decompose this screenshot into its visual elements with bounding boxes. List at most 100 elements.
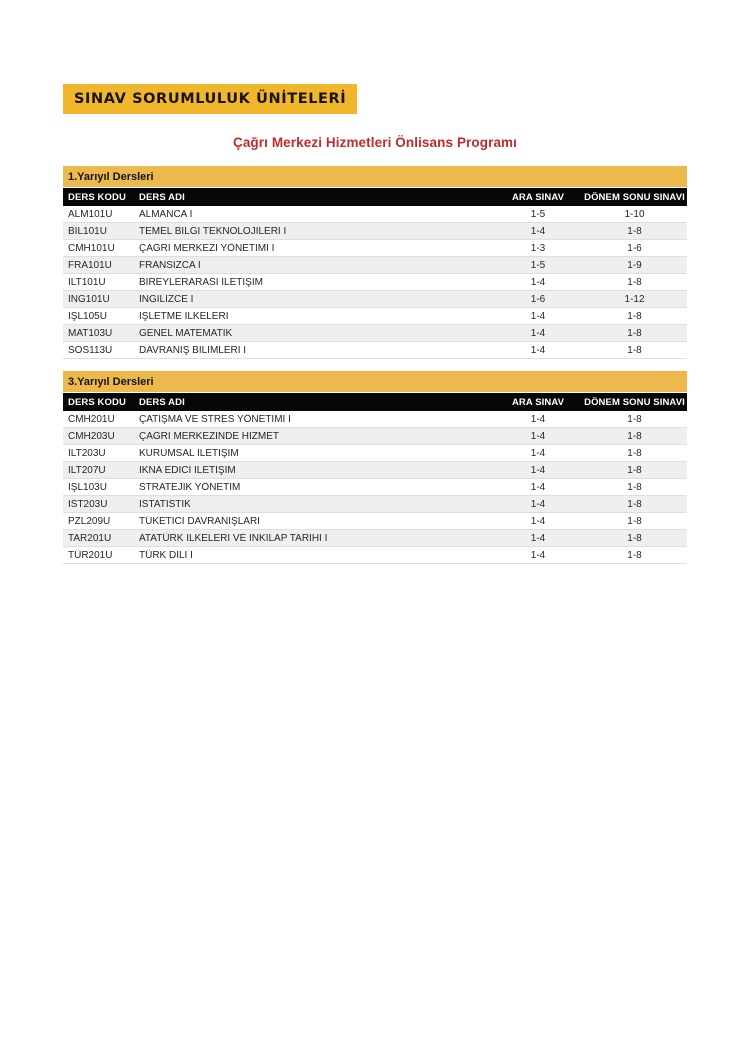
table-row: İNG101U İNGİLİZCE I 1-6 1-12 (63, 291, 687, 308)
final-units-cell: 1-10 (624, 208, 645, 220)
course-name-cell: TEMEL BİLGİ TEKNOLOJİLERİ I (139, 225, 287, 237)
table-row: ALM101U ALMANCA I 1-5 1-10 (63, 206, 687, 223)
course-code-cell: SOS113U (68, 344, 113, 356)
table-row: İŞL103U STRATEJİK YÖNETİM 1-4 1-8 (63, 479, 687, 496)
midterm-units-cell: 1-4 (530, 430, 546, 442)
course-name-cell: FRANSIZCA I (139, 259, 201, 271)
column-header-row: DERS KODU DERS ADI ARA SINAV DÖNEM SONU … (63, 393, 687, 411)
course-code-cell: İŞL103U (68, 481, 107, 493)
section-header-semester-1: 1.Yarıyıl Dersleri (63, 166, 687, 188)
course-name-cell: ÇATIŞMA VE STRES YÖNETİMİ I (139, 413, 291, 425)
midterm-units-cell: 1-4 (530, 481, 546, 493)
column-header-course-name: DERS ADI (139, 191, 185, 203)
final-units-cell: 1-6 (627, 242, 642, 254)
final-units-cell: 1-9 (627, 259, 642, 271)
final-units-cell: 1-8 (627, 430, 642, 442)
course-code-cell: İŞL105U (68, 310, 107, 322)
final-units-cell: 1-8 (627, 310, 642, 322)
final-units-cell: 1-8 (627, 549, 642, 561)
course-name-cell: ÇAĞRI MERKEZİ YÖNETİMİ I (139, 242, 275, 254)
midterm-units-cell: 1-5 (530, 208, 546, 220)
column-header-midterm: ARA SINAV (511, 191, 565, 203)
course-code-cell: İNG101U (68, 293, 110, 305)
final-units-cell: 1-8 (627, 464, 642, 476)
column-header-course-name: DERS ADI (139, 396, 185, 408)
midterm-units-cell: 1-6 (530, 293, 546, 305)
table-row: İLT207U İKNA EDİCİ İLETİŞİM 1-4 1-8 (63, 462, 687, 479)
course-code-cell: BİL101U (68, 225, 107, 237)
final-units-cell: 1-8 (627, 276, 642, 288)
final-units-cell: 1-12 (624, 293, 645, 305)
semester-1-table: 1.Yarıyıl Dersleri DERS KODU DERS ADI AR… (63, 166, 687, 359)
final-units-cell: 1-8 (627, 225, 642, 237)
midterm-units-cell: 1-4 (530, 549, 546, 561)
table-body: CMH201U ÇATIŞMA VE STRES YÖNETİMİ I 1-4 1-8… (63, 411, 687, 564)
table-row: CMH101U ÇAĞRI MERKEZİ YÖNETİMİ I 1-3 1-6 (63, 240, 687, 257)
final-units-cell: 1-8 (627, 481, 642, 493)
column-header-course-code: DERS KODU (68, 396, 126, 408)
course-code-cell: MAT103U (68, 327, 113, 339)
course-name-cell: GENEL MATEMATİK (139, 327, 233, 339)
course-name-cell: DAVRANIŞ BİLİMLERİ I (139, 344, 247, 356)
table-row: MAT103U GENEL MATEMATİK 1-4 1-8 (63, 325, 687, 342)
table-body: ALM101U ALMANCA I 1-5 1-10 BİL101U TEMEL BİLG… (63, 206, 687, 359)
column-header-midterm: ARA SINAV (511, 396, 565, 408)
tables-container: 1.Yarıyıl Dersleri DERS KODU DERS ADI AR… (63, 166, 687, 564)
midterm-units-cell: 1-4 (530, 310, 546, 322)
midterm-units-cell: 1-5 (530, 259, 546, 271)
course-name-cell: İKNA EDİCİ İLETİŞİM (139, 464, 236, 476)
course-name-cell: İSTATİSTİK (139, 498, 191, 510)
final-units-cell: 1-8 (627, 447, 642, 459)
table-row: TÜR201U TÜRK DİLİ I 1-4 1-8 (63, 547, 687, 564)
course-name-cell: TÜKETİCİ DAVRANIŞLARI (139, 515, 260, 527)
midterm-units-cell: 1-4 (530, 498, 546, 510)
course-code-cell: TÜR201U (68, 549, 113, 561)
course-code-cell: FRA101U (68, 259, 112, 271)
table-row: İLT203U KURUMSAL İLETİŞİM 1-4 1-8 (63, 445, 687, 462)
section-header-semester-3: 3.Yarıyıl Dersleri (63, 371, 687, 393)
column-header-final: DÖNEM SONU SINAVI (584, 191, 685, 203)
course-code-cell: İLT203U (68, 447, 106, 459)
table-row: TAR201U ATATÜRK İLKELERİ VE İNKILAP TARİH… (63, 530, 687, 547)
midterm-units-cell: 1-4 (530, 515, 546, 527)
midterm-units-cell: 1-4 (530, 276, 546, 288)
midterm-units-cell: 1-4 (530, 413, 546, 425)
column-header-course-code: DERS KODU (68, 191, 126, 203)
course-name-cell: İŞLETME İLKELERİ (139, 310, 229, 322)
course-code-cell: TAR201U (68, 532, 112, 544)
midterm-units-cell: 1-4 (530, 327, 546, 339)
midterm-units-cell: 1-4 (530, 464, 546, 476)
course-name-cell: TÜRK DİLİ I (139, 549, 193, 561)
final-units-cell: 1-8 (627, 515, 642, 527)
table-row: CMH201U ÇATIŞMA VE STRES YÖNETİMİ I 1-4 1-8 (63, 411, 687, 428)
course-code-cell: CMH201U (68, 413, 115, 425)
table-row: İŞL105U İŞLETME İLKELERİ 1-4 1-8 (63, 308, 687, 325)
course-name-cell: İNGİLİZCE I (139, 293, 194, 305)
final-units-cell: 1-8 (627, 327, 642, 339)
course-code-cell: ALM101U (68, 208, 113, 220)
midterm-units-cell: 1-4 (530, 225, 546, 237)
course-code-cell: CMH203U (68, 430, 115, 442)
course-code-cell: PZL209U (68, 515, 111, 527)
midterm-units-cell: 1-4 (530, 532, 546, 544)
table-row: BİL101U TEMEL BİLGİ TEKNOLOJİLERİ I 1-4 1-8 (63, 223, 687, 240)
course-name-cell: ATATÜRK İLKELERİ VE İNKILAP TARİHİ I (139, 532, 328, 544)
column-header-row: DERS KODU DERS ADI ARA SINAV DÖNEM SONU … (63, 188, 687, 206)
course-name-cell: BİREYLERARASI İLETİŞİM (139, 276, 263, 288)
midterm-units-cell: 1-3 (530, 242, 546, 254)
course-name-cell: STRATEJİK YÖNETİM (139, 481, 241, 493)
course-name-cell: KURUMSAL İLETİŞİM (139, 447, 239, 459)
final-units-cell: 1-8 (627, 413, 642, 425)
course-code-cell: İLT207U (68, 464, 106, 476)
course-code-cell: CMH101U (68, 242, 115, 254)
table-row: CMH203U ÇAĞRI MERKEZİNDE HİZMET 1-4 1-8 (63, 428, 687, 445)
final-units-cell: 1-8 (627, 344, 642, 356)
midterm-units-cell: 1-4 (530, 344, 546, 356)
final-units-cell: 1-8 (627, 498, 642, 510)
semester-3-table: 3.Yarıyıl Dersleri DERS KODU DERS ADI AR… (63, 371, 687, 564)
table-row: SOS113U DAVRANIŞ BİLİMLERİ I 1-4 1-8 (63, 342, 687, 359)
column-header-final: DÖNEM SONU SINAVI (584, 396, 685, 408)
table-row: İLT101U BİREYLERARASI İLETİŞİM 1-4 1-8 (63, 274, 687, 291)
table-row: PZL209U TÜKETİCİ DAVRANIŞLARI 1-4 1-8 (63, 513, 687, 530)
